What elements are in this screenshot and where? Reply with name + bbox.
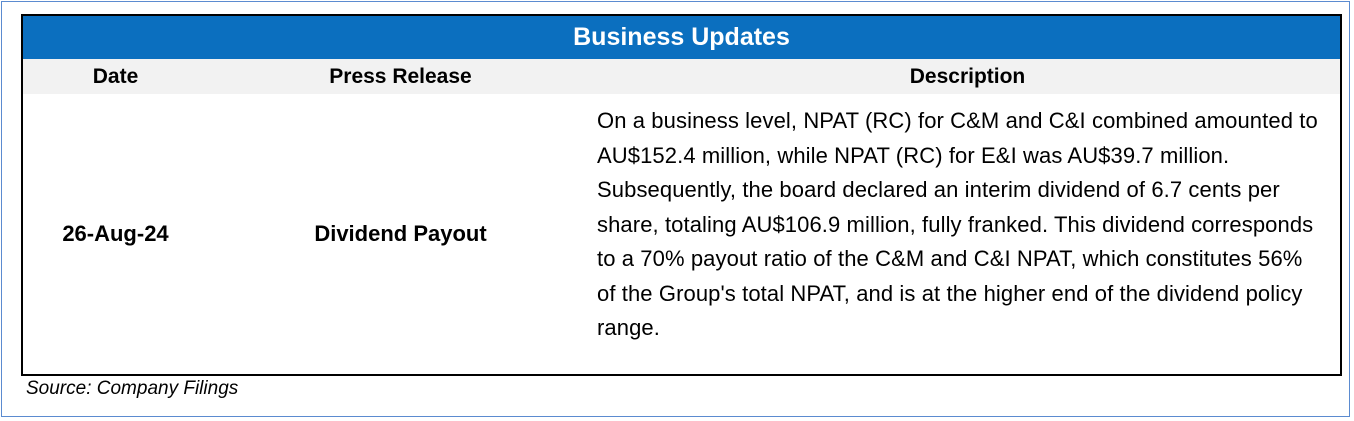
- header-description: Description: [909, 65, 1026, 88]
- table-title: Business Updates: [23, 16, 1340, 59]
- source-note: Source: Company Filings: [26, 378, 239, 399]
- header-date: Date: [92, 65, 139, 88]
- table-row: 26-Aug-24 Dividend Payout On a business …: [23, 94, 1340, 374]
- cell-press-release: Dividend Payout: [314, 221, 487, 246]
- business-updates-table: Business Updates Date Press Release Desc…: [21, 14, 1342, 376]
- cell-description: On a business level, NPAT (RC) for C&M a…: [597, 108, 1318, 340]
- table-header-row: Date Press Release Description: [23, 59, 1340, 94]
- cell-date: 26-Aug-24: [62, 221, 169, 246]
- header-press-release: Press Release: [329, 65, 472, 88]
